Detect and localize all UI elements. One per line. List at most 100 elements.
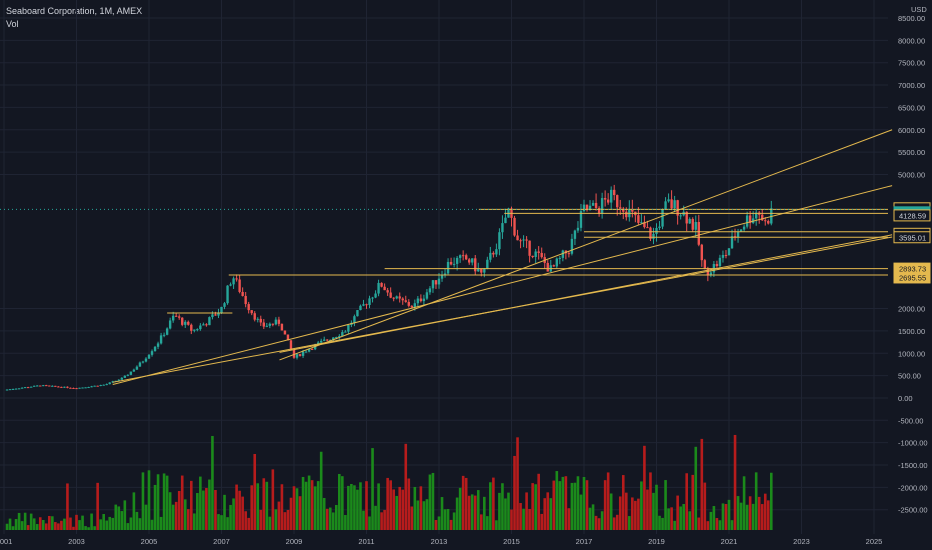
volume-bar	[274, 509, 278, 530]
candle-body	[434, 280, 438, 285]
candle-body	[48, 385, 51, 387]
candle-body	[193, 329, 196, 331]
volume-bar	[11, 526, 15, 530]
volume-bar	[401, 489, 405, 530]
volume-bar	[730, 520, 734, 530]
candle-body	[253, 313, 256, 320]
candle-body	[292, 349, 296, 358]
volume-bar	[319, 451, 323, 530]
volume-bar	[368, 516, 371, 530]
candle-body	[495, 249, 498, 255]
candle-body	[138, 362, 142, 367]
candle-body	[410, 305, 414, 308]
volume-bar	[416, 500, 420, 530]
volume-bar	[356, 489, 359, 530]
price-tick-label: 0.00	[898, 394, 913, 403]
volume-bar	[196, 493, 199, 530]
volume-bar	[292, 486, 296, 530]
candle-body	[256, 318, 259, 320]
volume-bar	[673, 520, 676, 530]
volume-bar	[733, 434, 737, 530]
candle-body	[108, 382, 111, 385]
volume-bar	[685, 473, 689, 530]
volume-bar	[525, 492, 528, 530]
volume-bar	[392, 489, 395, 530]
volume-bar	[156, 474, 160, 530]
volume-bar	[624, 492, 628, 530]
volume-bar	[522, 508, 525, 530]
time-tick-label: 2017	[576, 537, 593, 546]
price-axis[interactable]: 8500.00 8000.00 7500.00 7000.00 6500.00 6000.…	[893, 14, 931, 515]
candle-body	[310, 348, 314, 350]
candle-body	[483, 268, 486, 273]
volume-bar	[434, 519, 438, 530]
candle-body	[168, 320, 172, 329]
volume-bar	[422, 501, 426, 530]
volume-bar	[189, 480, 193, 530]
candle-body	[501, 223, 504, 233]
candle-body	[395, 296, 398, 299]
volume-bar	[618, 496, 622, 530]
candle-body	[591, 202, 595, 206]
candle-body	[685, 211, 688, 224]
candle-body	[295, 354, 299, 358]
candle-body	[670, 199, 673, 209]
volume-bar	[413, 486, 417, 530]
candle-body	[283, 330, 287, 335]
volume-bar	[29, 513, 33, 530]
candle-body	[673, 200, 676, 209]
volume-bar	[721, 503, 725, 530]
candle-body	[196, 329, 199, 331]
candle-body	[555, 258, 559, 267]
candle-body	[513, 217, 516, 236]
volume-bar	[307, 475, 311, 530]
candle-body	[60, 386, 63, 388]
volume-bar	[425, 499, 429, 530]
volume-bar	[23, 512, 27, 530]
candle-body	[461, 255, 465, 257]
volume-bar	[235, 484, 238, 530]
candle-body	[105, 384, 108, 386]
candle-body	[413, 303, 417, 308]
candle-body	[8, 389, 12, 391]
candle-body	[576, 227, 580, 231]
volume-bar	[637, 498, 640, 530]
volume-bar	[588, 507, 592, 530]
volume-bar	[262, 478, 266, 530]
candle-body	[730, 236, 734, 249]
candle-body	[33, 385, 36, 387]
price-tick-label: 1000.00	[898, 349, 925, 358]
volume-bar	[383, 509, 386, 530]
candle-body	[129, 371, 133, 375]
volume-bar	[404, 443, 408, 530]
candle-body	[66, 386, 69, 388]
volume-bar	[183, 499, 187, 530]
volume-bar	[250, 485, 254, 530]
candle-body	[184, 321, 187, 325]
candle-body	[87, 387, 90, 389]
volume-bar	[111, 517, 115, 530]
candle-body	[235, 278, 238, 280]
candle-body	[298, 354, 302, 356]
volume-bar	[649, 472, 652, 530]
price-tick-label: 8500.00	[898, 14, 925, 23]
volume-bar	[754, 472, 758, 530]
time-tick-label: 2003	[68, 537, 85, 546]
volume-bar	[135, 511, 139, 530]
time-tick-label: 2025	[866, 537, 883, 546]
volume-bar	[549, 498, 553, 530]
candle-body	[271, 323, 275, 325]
volume-bar	[96, 482, 99, 530]
volume-bar	[66, 483, 69, 530]
time-tick-label: 2009	[286, 537, 303, 546]
candle-body	[69, 387, 72, 389]
volume-bar	[709, 511, 713, 530]
time-axis[interactable]: 2001 2003 2005 2007 2009 2011 2013 2015 2017 2019…	[0, 537, 882, 546]
candle-body	[126, 374, 130, 376]
volume-bar	[286, 509, 290, 530]
volume-bar	[519, 503, 522, 530]
volume-bar	[579, 494, 583, 530]
volume-bar	[359, 482, 362, 530]
volume-bar	[75, 514, 78, 530]
